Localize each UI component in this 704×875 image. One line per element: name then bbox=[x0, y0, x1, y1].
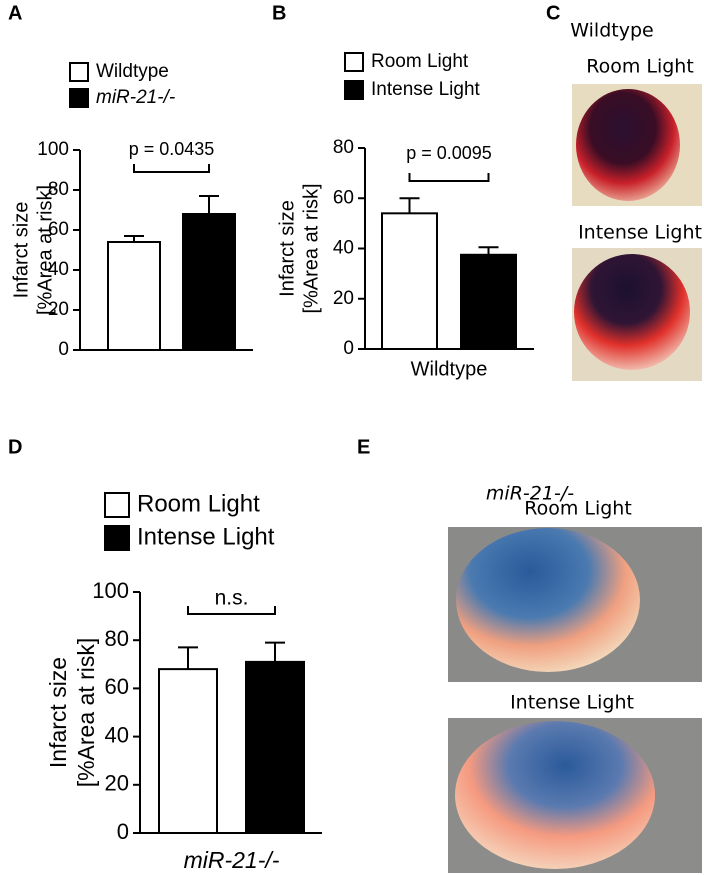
legend-swatch bbox=[69, 62, 89, 82]
bar bbox=[460, 253, 517, 350]
legend-label: Intense Light bbox=[137, 523, 275, 550]
legend-label: Wildtype bbox=[96, 61, 169, 82]
legend-label: Room Light bbox=[137, 490, 260, 517]
y-tick-label: 20 bbox=[333, 288, 354, 309]
y-tick-label: 40 bbox=[48, 259, 69, 280]
y-tick-label: 60 bbox=[333, 187, 354, 208]
y-tick-label: 0 bbox=[343, 338, 354, 359]
significance-bracket bbox=[408, 173, 490, 182]
y-tick-label: 100 bbox=[92, 578, 129, 603]
legend-swatch bbox=[104, 525, 130, 551]
y-tick-label: 60 bbox=[105, 674, 129, 699]
legend-swatch bbox=[104, 492, 130, 518]
heart-slice bbox=[456, 528, 640, 672]
bar bbox=[182, 213, 236, 351]
panel-label: E bbox=[357, 436, 370, 458]
y-tick-label: 0 bbox=[117, 819, 129, 844]
y-tick-label: 0 bbox=[58, 339, 69, 360]
photo-title: miR-21-/- bbox=[486, 483, 574, 505]
bar bbox=[245, 660, 305, 835]
photo-caption: Room Light bbox=[524, 498, 632, 520]
photo-caption: Intense Light bbox=[578, 222, 702, 244]
annotation: p = 0.0095 bbox=[406, 143, 492, 163]
y-tick-label: 20 bbox=[105, 771, 129, 796]
annotation: n.s. bbox=[215, 587, 249, 610]
y-axis-label: Infarct size bbox=[276, 200, 298, 297]
y-axis-label: Infarct size bbox=[10, 202, 32, 299]
y-tick-label: 80 bbox=[48, 179, 69, 200]
legend-label: miR-21-/- bbox=[96, 87, 175, 108]
panel-label: B bbox=[272, 2, 286, 24]
photo-caption: Room Light bbox=[586, 56, 694, 78]
legend-swatch bbox=[69, 88, 89, 108]
y-tick-label: 40 bbox=[105, 722, 129, 747]
legend-swatch bbox=[344, 52, 364, 72]
legend-label: Room Light bbox=[371, 51, 469, 72]
panel-label: C bbox=[546, 2, 560, 24]
y-tick-label: 80 bbox=[333, 137, 354, 158]
bar bbox=[158, 668, 218, 834]
heart-slice bbox=[455, 721, 655, 869]
significance-bracket bbox=[187, 606, 276, 615]
bar bbox=[381, 212, 438, 350]
y-tick-label: 80 bbox=[105, 626, 129, 651]
photo-caption: Intense Light bbox=[510, 692, 634, 714]
y-tick-label: 100 bbox=[37, 139, 69, 160]
y-tick-label: 60 bbox=[48, 219, 69, 240]
significance-bracket bbox=[133, 164, 210, 173]
y-tick-label: 20 bbox=[48, 299, 69, 320]
y-axis-label: [%Area at risk] bbox=[34, 185, 56, 315]
legend-swatch bbox=[344, 80, 364, 100]
panel-label: D bbox=[8, 436, 22, 458]
y-axis-label: [%Area at risk] bbox=[300, 183, 322, 313]
heart-slice bbox=[576, 89, 680, 201]
legend-label: Intense Light bbox=[371, 79, 481, 100]
y-tick-label: 40 bbox=[333, 238, 354, 259]
bar bbox=[107, 241, 161, 351]
photo-title: Wildtype bbox=[570, 20, 653, 42]
y-axis-label: [%Area at risk] bbox=[73, 638, 99, 788]
panel-label: A bbox=[8, 2, 22, 24]
heart-slice bbox=[574, 254, 690, 370]
x-tick-label: miR-21-/- bbox=[184, 847, 280, 873]
x-tick-label: Wildtype bbox=[411, 358, 488, 380]
y-axis-label: Infarct size bbox=[45, 657, 71, 768]
annotation: p = 0.0435 bbox=[129, 139, 215, 159]
